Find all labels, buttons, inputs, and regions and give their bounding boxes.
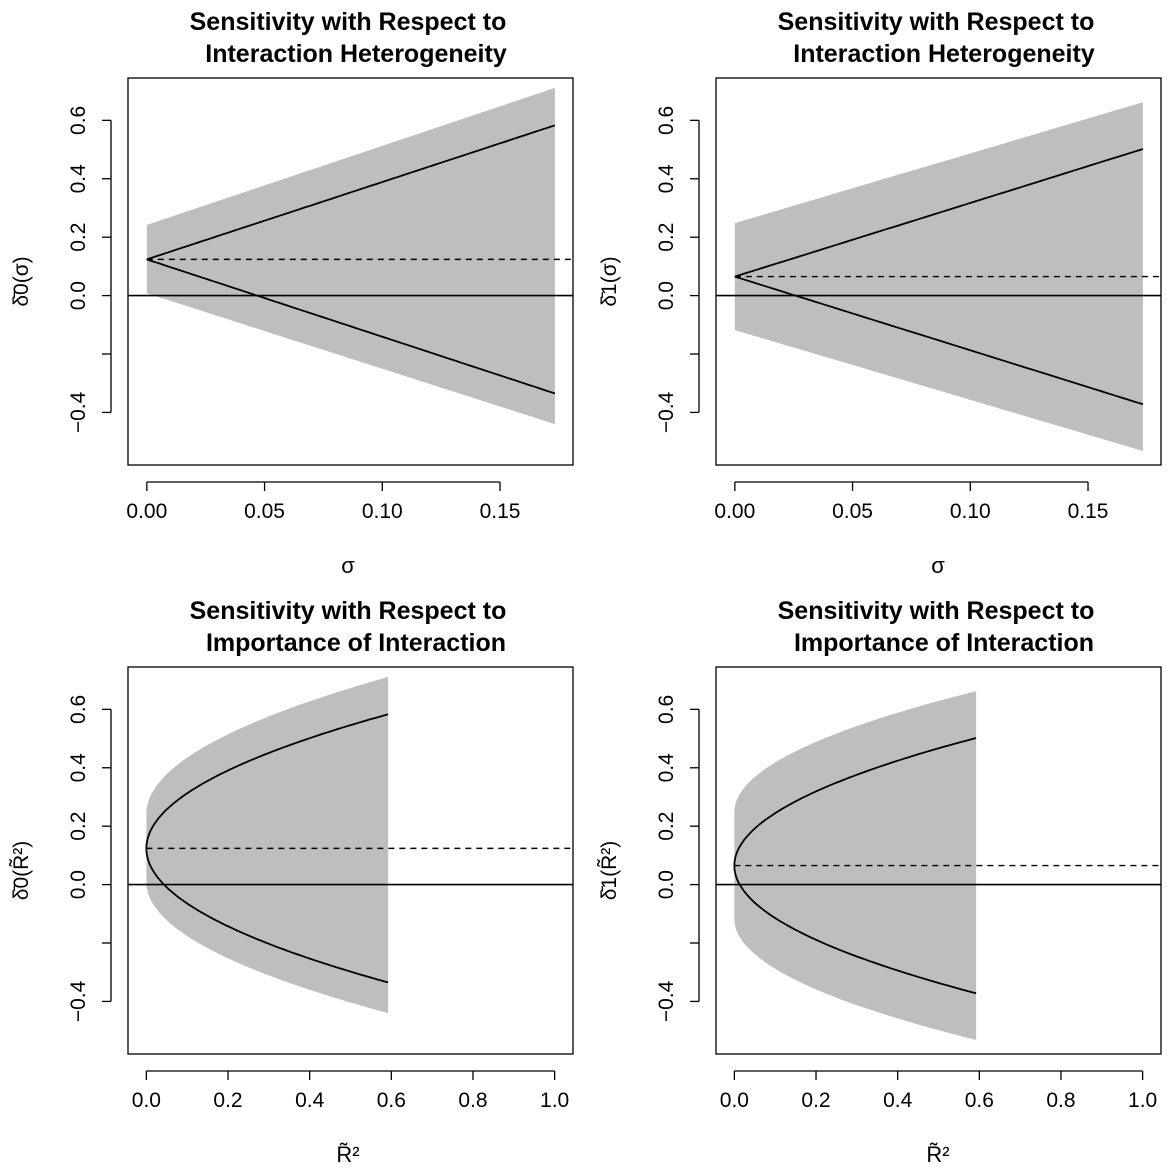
y-tick-label: 0.4 [67,753,90,783]
confidence-band [146,676,389,1014]
x-axis-label: R̃² [336,1142,359,1167]
y-tick-label: 0.2 [67,223,90,252]
x-tick-label: 0.8 [458,1089,487,1112]
x-tick-label: 1.0 [1128,1089,1157,1112]
x-tick-label: 0.0 [720,1089,749,1112]
x-tick-label: 0.8 [1046,1089,1075,1112]
x-tick-label: 0.05 [244,500,285,523]
x-tick-label: 0.10 [950,500,991,523]
lower-sensitivity-curve [734,275,1144,406]
chart-title-line-2: Importance of Interaction [206,629,506,657]
y-tick-label: 0.6 [655,106,678,135]
y-tick-label: 0.6 [67,695,90,724]
y-axis-label: δ̄1(σ) [598,256,621,306]
upper-sensitivity-curve [145,713,389,849]
x-tick-label: 0.4 [883,1089,913,1112]
chart-title-line-1: Sensitivity with Respect to [190,8,507,36]
y-tick-label: 0.6 [67,106,90,135]
lower-sensitivity-curve [733,865,977,995]
panel-4: Sensitivity with Respect to Importance of… [598,597,1162,1167]
x-axis-label: σ [931,553,945,578]
upper-sensitivity-curve [146,124,556,261]
plot-frame [127,77,574,466]
y-axis-label: δ̄0(σ) [10,256,33,306]
x-tick-label: 0.2 [213,1089,242,1112]
y-tick-label: −0.4 [655,391,678,433]
chart-title-line-1: Sensitivity with Respect to [778,597,1095,625]
plot-frame [127,666,574,1055]
x-tick-label: 1.0 [540,1089,569,1112]
lower-sensitivity-curve [145,848,389,984]
x-tick-label: 0.00 [714,500,755,523]
y-tick-label: 0.0 [67,281,90,310]
x-tick-label: 0.15 [1068,500,1109,523]
chart-title-line-2: Interaction Heterogeneity [205,40,507,68]
chart-title-line-2: Importance of Interaction [794,629,1094,657]
upper-sensitivity-curve [734,148,1144,278]
y-tick-label: 0.4 [655,164,678,194]
y-tick-label: 0.4 [655,753,678,783]
x-axis-label: R̃² [926,1142,949,1167]
panel-1: Sensitivity with Respect to Interaction H… [10,8,574,578]
x-tick-label: 0.00 [126,500,167,523]
lower-sensitivity-curve [146,258,556,395]
y-tick-label: −0.4 [655,980,678,1022]
x-axis-label: σ [341,553,355,578]
y-tick-label: 0.6 [655,695,678,724]
x-tick-label: 0.15 [480,500,521,523]
panel-2: Sensitivity with Respect to Interaction H… [598,8,1162,578]
plot-frame [715,666,1162,1055]
y-tick-label: 0.0 [655,281,678,310]
confidence-band [146,87,555,425]
y-axis-label: δ̄0(R̃²) [10,841,33,901]
y-tick-label: 0.2 [655,223,678,252]
x-tick-label: 0.10 [362,500,403,523]
plot-frame [715,77,1162,466]
y-tick-label: 0.2 [655,812,678,841]
x-tick-label: 0.05 [832,500,873,523]
y-axis-label: δ̄1(R̃²) [598,841,621,901]
y-tick-label: −0.4 [67,980,90,1022]
x-tick-label: 0.6 [377,1089,406,1112]
chart-title-line-2: Interaction Heterogeneity [793,40,1095,68]
x-tick-label: 0.4 [295,1089,325,1112]
confidence-band [734,102,1143,451]
chart-title-line-1: Sensitivity with Respect to [778,8,1095,36]
x-tick-label: 0.6 [965,1089,994,1112]
x-tick-label: 0.0 [132,1089,161,1112]
panel-3: Sensitivity with Respect to Importance of… [10,597,574,1167]
y-tick-label: 0.0 [67,870,90,899]
x-tick-label: 0.2 [801,1089,830,1112]
upper-sensitivity-curve [733,737,977,866]
y-tick-label: 0.2 [67,812,90,841]
chart-title-line-1: Sensitivity with Respect to [190,597,507,625]
confidence-band [734,691,977,1040]
y-tick-label: −0.4 [67,391,90,433]
y-tick-label: 0.0 [655,870,678,899]
y-tick-label: 0.4 [67,164,90,194]
